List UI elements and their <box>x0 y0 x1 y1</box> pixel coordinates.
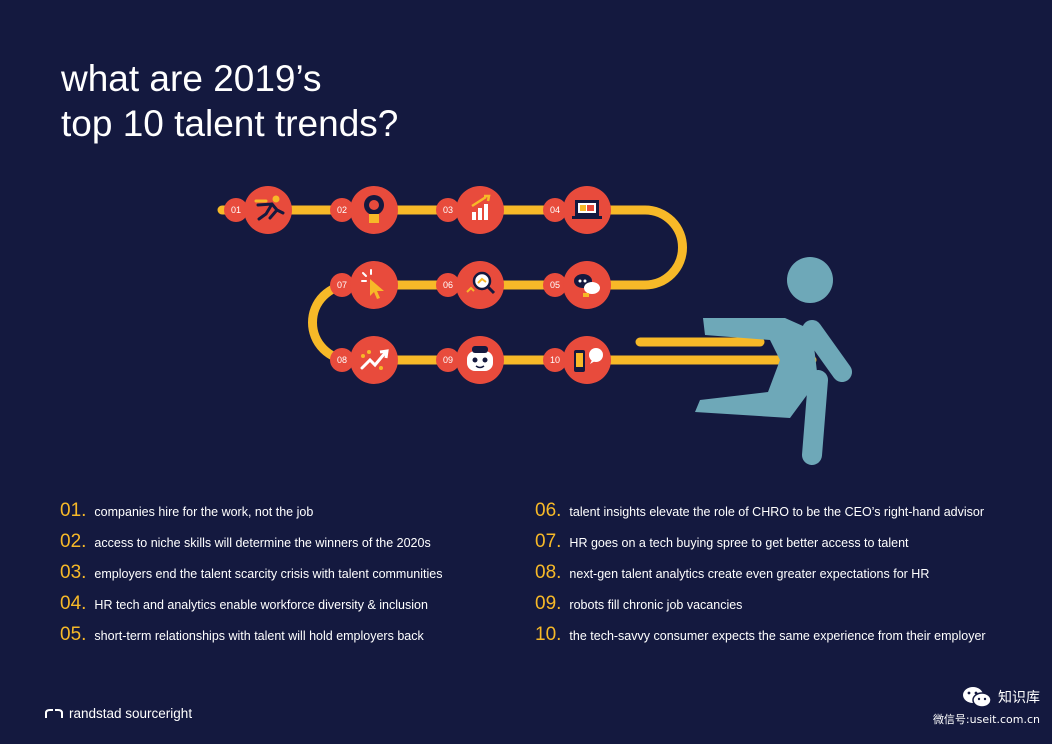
path-node-09: 09 <box>436 336 504 384</box>
path-node-10: 10 <box>543 336 611 384</box>
trend-item: 03. employers end the talent scarcity cri… <box>60 562 442 593</box>
magnifier-analytics-icon <box>466 271 496 295</box>
trend-number: 05. <box>60 624 87 645</box>
trend-number: 02. <box>60 531 87 552</box>
path-node-number: 01 <box>231 205 241 215</box>
path-node-number: 06 <box>443 280 453 290</box>
randstad-logo-icon <box>45 708 63 718</box>
trend-text: talent insights elevate the role of CHRO… <box>569 505 984 519</box>
lightbulb-icon <box>364 195 384 223</box>
path-node-08: 08 <box>330 336 398 384</box>
trend-text: HR tech and analytics enable workforce d… <box>94 598 428 612</box>
brand-name: randstad sourceright <box>69 706 193 721</box>
path-node-06: 06 <box>436 261 504 309</box>
trend-number: 09. <box>535 593 562 614</box>
path-node-number: 09 <box>443 355 453 365</box>
path-node-01: 01 <box>224 186 292 234</box>
trend-number: 03. <box>60 562 87 583</box>
laptop-icon <box>572 200 602 219</box>
chat-bubbles-icon <box>574 274 600 297</box>
trend-number: 06. <box>535 500 562 521</box>
rising-bar-chart-icon <box>471 194 491 220</box>
path-node-number: 08 <box>337 355 347 365</box>
path-node-04: 04 <box>543 186 611 234</box>
running-person-icon <box>254 195 285 221</box>
trend-item: 08. next-gen talent analytics create even… <box>535 562 986 593</box>
brand-logo: randstad sourceright <box>45 706 192 721</box>
trend-item: 06. talent insights elevate the role of C… <box>535 500 986 531</box>
trend-number: 01. <box>60 500 87 521</box>
trend-text: employers end the talent scarcity crisis… <box>94 567 443 581</box>
road-start-dot <box>218 206 226 214</box>
trend-number: 04. <box>60 593 87 614</box>
trend-item: 05. short-term relationships with talent … <box>60 624 442 655</box>
trend-item: 09. robots fill chronic job vacancies <box>535 593 986 624</box>
trend-item: 07. HR goes on a tech buying spree to get… <box>535 531 986 562</box>
trend-text: companies hire for the work, not the job <box>94 505 314 519</box>
trend-number: 07. <box>535 531 562 552</box>
watermark-sub: 微信号:useit.com.cn <box>932 713 1040 726</box>
path-node-number: 05 <box>550 280 560 290</box>
cursor-click-icon <box>361 269 384 299</box>
watermark: 知识库 微信号:useit.com.cn <box>933 686 1040 727</box>
trend-item: 02. access to niche skills will determine… <box>60 531 442 562</box>
path-node-number: 10 <box>550 355 560 365</box>
growth-arrow-icon <box>360 349 389 370</box>
trend-list-left: 01. companies hire for the work, not the … <box>60 500 442 655</box>
trend-text: access to niche skills will determine th… <box>94 536 431 550</box>
trend-list-right: 06. talent insights elevate the role of C… <box>535 500 986 655</box>
trend-text: HR goes on a tech buying spree to get be… <box>569 536 909 550</box>
robot-face-icon <box>467 346 493 371</box>
page-title: what are 2019’s top 10 talent trends? <box>61 56 398 146</box>
smartphone-chat-icon <box>574 348 603 372</box>
trend-text: the tech-savvy consumer expects the same… <box>569 629 986 643</box>
running-person-illustration <box>695 257 852 465</box>
path-node-07: 07 <box>330 261 398 309</box>
trend-item: 01. companies hire for the work, not the … <box>60 500 442 531</box>
page-title-line-1: what are 2019’s <box>61 58 322 99</box>
path-node-number: 04 <box>550 205 560 215</box>
page-title-line-2: top 10 talent trends? <box>61 103 399 144</box>
path-node-number: 07 <box>337 280 347 290</box>
wechat-icon <box>963 687 992 708</box>
path-node-number: 03 <box>443 205 453 215</box>
trend-number: 10. <box>535 624 562 645</box>
trend-item: 04. HR tech and analytics enable workforc… <box>60 593 442 624</box>
trend-item: 10. the tech-savvy consumer expects the s… <box>535 624 986 655</box>
path-node-02: 02 <box>330 186 398 234</box>
trend-text: next-gen talent analytics create even gr… <box>569 567 930 581</box>
trend-number: 08. <box>535 562 562 583</box>
path-node-05: 05 <box>543 261 611 309</box>
watermark-name: 知识库 <box>998 690 1040 706</box>
path-node-03: 03 <box>436 186 504 234</box>
trend-text: robots fill chronic job vacancies <box>569 598 743 612</box>
path-node-number: 02 <box>337 205 347 215</box>
trend-text: short-term relationships with talent wil… <box>94 629 424 643</box>
